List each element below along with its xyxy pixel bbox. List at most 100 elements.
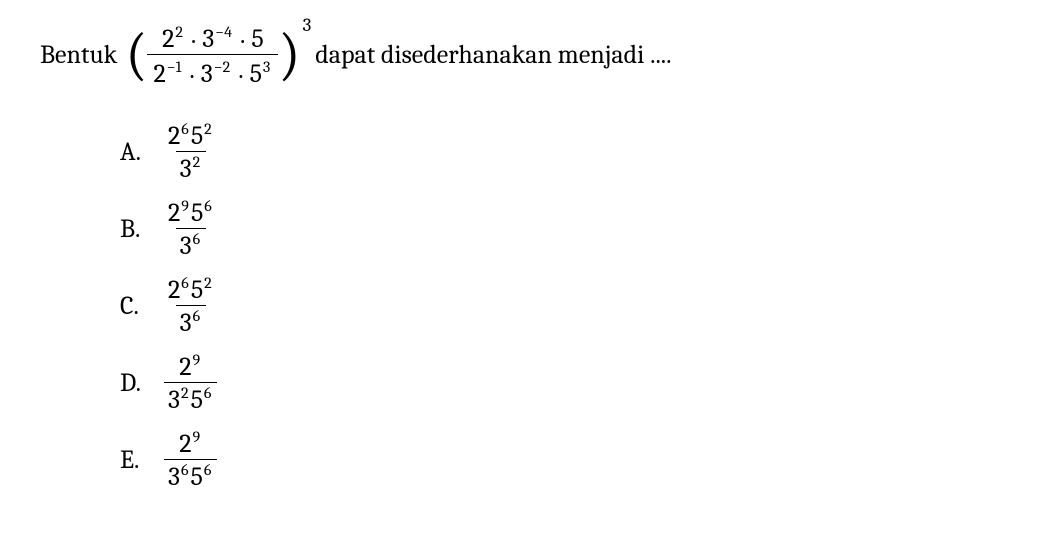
multiply-dot: . bbox=[240, 22, 245, 52]
base: 3 bbox=[180, 156, 192, 182]
option-denominator: 36 bbox=[176, 305, 207, 338]
base: 2 bbox=[179, 354, 191, 380]
option-fraction: 2652 32 bbox=[164, 119, 218, 184]
option-letter: D. bbox=[120, 368, 164, 398]
power-term: 3−4 bbox=[202, 24, 234, 52]
base: 3 bbox=[202, 26, 214, 52]
outer-exponent: 3 bbox=[302, 14, 311, 36]
power-term: 36 bbox=[180, 231, 203, 259]
right-paren: ) bbox=[278, 26, 300, 84]
exponent: 9 bbox=[193, 352, 201, 368]
exponent: 6 bbox=[181, 121, 189, 137]
option-b: B. 2956 36 bbox=[120, 196, 1017, 261]
exponent: 2 bbox=[175, 24, 183, 40]
power-term: 52 bbox=[191, 275, 214, 303]
base: 3 bbox=[168, 464, 180, 490]
base: 5 bbox=[191, 387, 203, 413]
base: 3 bbox=[168, 387, 180, 413]
main-expression: ( 22.3−4.5 2−1.3−2.53 ) 3 bbox=[125, 20, 311, 89]
power-term: 29 bbox=[179, 429, 202, 457]
option-fraction: 29 3256 bbox=[164, 350, 217, 415]
option-fraction: 2956 36 bbox=[164, 196, 218, 261]
power-term: 56 bbox=[191, 462, 214, 490]
option-fraction: 2652 36 bbox=[164, 273, 218, 338]
base: 5 bbox=[250, 61, 262, 87]
base: 2 bbox=[168, 277, 180, 303]
exponent: 2 bbox=[204, 275, 212, 291]
option-denominator: 32 bbox=[176, 151, 207, 184]
multiply-dot: . bbox=[189, 57, 194, 87]
option-letter: A. bbox=[120, 137, 164, 167]
base: 2 bbox=[168, 123, 180, 149]
option-denominator: 3256 bbox=[164, 382, 217, 415]
main-numerator: 22.3−4.5 bbox=[156, 20, 270, 54]
exponent: 2 bbox=[193, 154, 201, 170]
base: 5 bbox=[191, 464, 203, 490]
power-term: 2−1 bbox=[153, 59, 183, 87]
power-term: 52 bbox=[191, 121, 214, 149]
base: 2 bbox=[162, 26, 174, 52]
exponent: −1 bbox=[167, 59, 182, 75]
options-list: A. 2652 32 B. 2956 36 C. 2652 36 D. 29 3… bbox=[120, 119, 1017, 492]
exponent: 2 bbox=[181, 385, 189, 401]
option-c: C. 2652 36 bbox=[120, 273, 1017, 338]
option-letter: E. bbox=[120, 445, 164, 475]
base: 5 bbox=[191, 123, 203, 149]
exponent: 3 bbox=[263, 59, 270, 75]
option-denominator: 3656 bbox=[164, 459, 217, 492]
question-text-after: dapat disederhanakan menjadi .... bbox=[315, 40, 671, 70]
power-term: 56 bbox=[191, 385, 214, 413]
base: 3 bbox=[180, 310, 192, 336]
question-line: Bentuk ( 22.3−4.5 2−1.3−2.53 ) 3 dapat d… bbox=[40, 20, 1017, 89]
power-term: 32 bbox=[180, 154, 203, 182]
base: 5 bbox=[251, 26, 263, 52]
main-fraction: 22.3−4.5 2−1.3−2.53 bbox=[147, 20, 278, 89]
exponent: 6 bbox=[204, 385, 212, 401]
base: 3 bbox=[201, 61, 213, 87]
power-term: 26 bbox=[168, 121, 191, 149]
base: 5 bbox=[191, 200, 203, 226]
base: 2 bbox=[168, 200, 180, 226]
option-e: E. 29 3656 bbox=[120, 427, 1017, 492]
option-d: D. 29 3256 bbox=[120, 350, 1017, 415]
power-term: 22 bbox=[162, 24, 185, 52]
power-term: 36 bbox=[168, 462, 191, 490]
option-a: A. 2652 32 bbox=[120, 119, 1017, 184]
option-numerator: 29 bbox=[175, 350, 206, 382]
option-numerator: 2956 bbox=[164, 196, 218, 228]
option-numerator: 2652 bbox=[164, 273, 218, 305]
exponent: 6 bbox=[181, 462, 189, 478]
multiply-dot: . bbox=[191, 22, 196, 52]
main-denominator: 2−1.3−2.53 bbox=[147, 54, 278, 89]
option-denominator: 36 bbox=[176, 228, 207, 261]
exponent: −2 bbox=[214, 59, 230, 75]
exponent: 6 bbox=[204, 198, 212, 214]
base: 3 bbox=[180, 233, 192, 259]
base: 2 bbox=[179, 431, 191, 457]
base: 5 bbox=[191, 277, 203, 303]
option-numerator: 2652 bbox=[164, 119, 218, 151]
power-term: 5 bbox=[251, 26, 263, 52]
option-letter: C. bbox=[120, 291, 164, 321]
exponent: −4 bbox=[215, 24, 232, 40]
option-fraction: 29 3656 bbox=[164, 427, 217, 492]
multiply-dot: . bbox=[238, 57, 243, 87]
exponent: 6 bbox=[193, 231, 201, 247]
option-numerator: 29 bbox=[175, 427, 206, 459]
power-term: 56 bbox=[191, 198, 214, 226]
exponent: 6 bbox=[193, 308, 201, 324]
power-term: 29 bbox=[168, 198, 191, 226]
question-text-before: Bentuk bbox=[40, 40, 117, 70]
power-term: 36 bbox=[180, 308, 203, 336]
exponent: 6 bbox=[181, 275, 189, 291]
exponent: 6 bbox=[204, 462, 212, 478]
power-term: 29 bbox=[179, 352, 202, 380]
power-term: 3−2 bbox=[201, 59, 232, 87]
base: 2 bbox=[153, 61, 165, 87]
power-term: 53 bbox=[250, 59, 273, 87]
exponent: 2 bbox=[204, 121, 212, 137]
power-term: 26 bbox=[168, 275, 191, 303]
exponent: 9 bbox=[181, 198, 189, 214]
exponent: 9 bbox=[193, 429, 201, 445]
power-term: 32 bbox=[168, 385, 191, 413]
